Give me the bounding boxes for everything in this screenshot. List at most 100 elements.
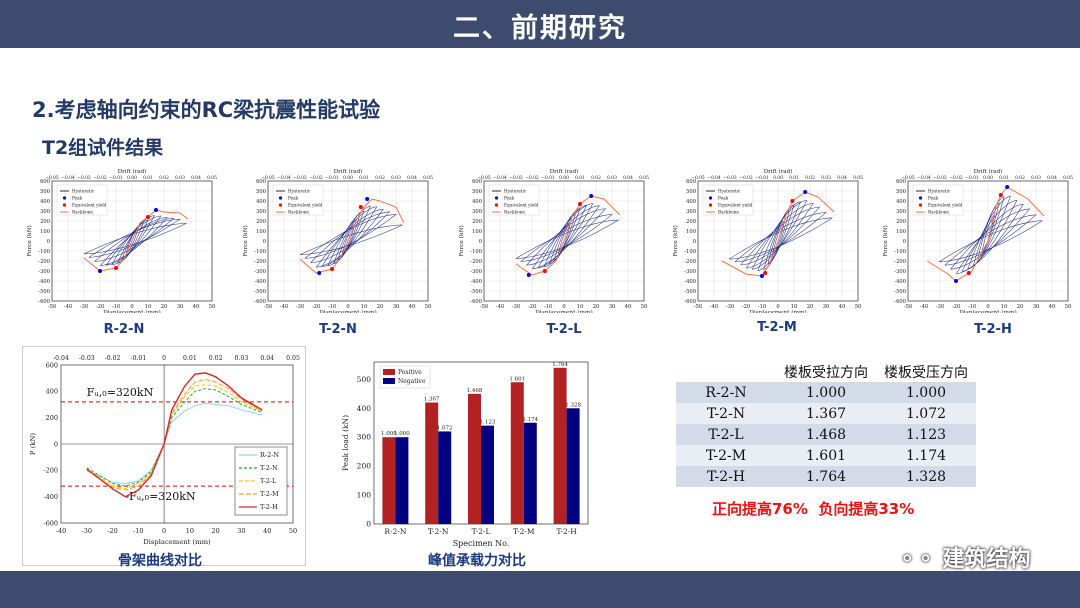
bar [468,393,481,524]
x-tick-label: 0 [346,304,349,310]
top-tick-label: 0.04 [407,176,417,181]
x-tick-label: -30 [936,304,944,310]
x-tick-label: 0 [776,304,779,310]
top-tick-label: 0.00 [343,176,353,181]
series-line [86,378,263,491]
table-cell: 1.000 [776,382,876,403]
top-tick-label: −0.05 [45,176,59,181]
caption-skeleton: 骨架曲线对比 [118,553,202,569]
y-tick-label: 0 [479,239,482,245]
legend-label: T-2-N [260,464,278,472]
top-tick-label: −0.05 [261,176,275,181]
hysteretic-loop [956,203,1024,274]
x-tick-label: -50 [480,304,488,310]
series-line [86,402,263,485]
legend-label: Hysteretic [718,189,741,194]
y-tick-label: -200 [43,467,58,475]
y-tick-label: 600 [686,179,696,185]
x-tick-label: T-2-L [472,527,491,536]
plot-frame [697,180,859,302]
legend-box [272,184,324,216]
x-tick-label: 20 [807,304,814,310]
top-tick-label: 0.04 [623,176,633,181]
top-tick-label: −0.01 [109,176,123,181]
y-tick-label: 300 [357,433,372,442]
legend-label: Hysteretic [72,189,95,194]
hysteretic-loop [515,219,619,259]
peak-point [760,274,764,278]
x-tick-label: 10 [361,304,368,310]
x-tick-label: -20 [96,304,104,310]
bar [395,437,409,524]
top-tick-label: −0.01 [965,176,979,181]
y-tick-label: -400 [254,279,266,285]
table-header-cell: 楼板受拉方向 [776,361,876,382]
y-tick-label: -500 [470,289,482,295]
x-tick-label: 40 [1049,304,1056,310]
x-tick-label: 30 [177,304,184,310]
y-tick-label: 500 [40,189,50,195]
hysteretic-loop [94,217,175,262]
y-tick-label: -600 [684,299,696,305]
peak-point [803,190,808,194]
top-tick-label: 0.04 [1047,176,1057,181]
hysteresis-panel-t2h: -50 -40 -30 -20 -10 0 10 20 30 40 50 600 500 400 300 20… [878,163,1074,328]
peak-point [98,269,102,273]
y-tick-label: -200 [684,259,696,265]
yield-point [763,271,768,275]
y-tick-label: 0 [903,239,906,245]
top-tick-label: 0.04 [260,355,274,362]
y-axis-label: Force (kN) [672,225,679,257]
top-tick-label: −0.04 [61,176,75,181]
x-tick-label: 30 [393,304,400,310]
y-axis-label: Force (kN) [458,225,465,257]
table-cell: T-2-L [676,424,776,445]
y-tick-label: -200 [38,259,50,265]
y-tick-label: -500 [684,289,696,295]
watermark: ⚬⚬ 建筑结构 [898,541,1031,573]
hysteresis-chart-t2n: -50 -40 -30 -20 -10 0 10 20 30 40 5060050040030020… [242,168,433,316]
bar [566,408,580,524]
y-tick-label: -600 [43,519,58,527]
annotation-negative: -Fᵤ,₀=320kN [125,490,196,503]
y-tick-label: 200 [472,219,482,225]
top-tick-label: −0.03 [293,176,307,181]
top-axis-label: Drift (rad) [118,168,147,175]
yield-point [998,193,1003,197]
y-tick-label: -300 [894,269,906,275]
hysteretic-loop [100,217,168,266]
legend-swatch [918,196,923,200]
y-tick-label: 0 [263,239,266,245]
y-tick-label: 200 [686,219,696,225]
y-tick-label: -400 [38,279,50,285]
label-r2n: R-2-N [103,322,145,337]
peak-point [1005,185,1010,189]
table-row: T-2-N 1.367 1.072 [676,403,976,424]
x-tick-label: -40 [496,304,504,310]
x-tick-label: 50 [855,304,862,310]
hysteretic-loop [751,200,808,270]
data-label: 1.072 [437,425,453,431]
watermark-text: 建筑结构 [942,547,1031,572]
y-tick-label: 600 [40,179,50,185]
x-tick-label: -40 [56,527,66,535]
hysteresis-panel-t2l: -50 -40 -30 -20 -10 0 10 20 30 40 50 600 500 400 300 20… [454,163,650,328]
data-label: 1.601 [509,376,525,382]
y-tick-label: -100 [894,249,906,255]
y-tick-label: -100 [254,249,266,255]
x-tick-label: 20 [212,527,220,535]
page-title: 二、前期研究 [453,13,627,44]
top-tick-label: 0.05 [207,176,217,181]
y-axis-label: P (kN) [29,433,37,455]
x-tick-label: -50 [904,304,912,310]
legend-label: Hysteretic [504,189,527,194]
x-tick-label: -20 [952,304,960,310]
top-tick-label: 0.02 [1015,176,1025,181]
x-tick-label: 20 [1017,304,1024,310]
legend-label: Backbone [928,210,949,215]
y-tick-label: 400 [686,199,696,205]
table-row: T-2-L 1.468 1.123 [676,424,976,445]
legend-label: T-2-H [260,503,278,511]
y-tick-label: 600 [256,179,266,185]
table-cell: T-2-M [676,445,776,466]
